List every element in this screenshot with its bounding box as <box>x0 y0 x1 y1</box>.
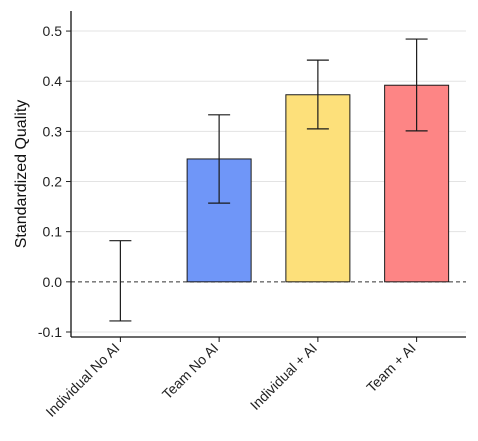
x-tick-label: Team + AI <box>363 340 419 396</box>
error-bars <box>109 38 428 322</box>
y-tick-label: 0.3 <box>43 123 63 139</box>
x-tick-label: Team No AI <box>159 340 221 402</box>
y-tick-labels: -0.1 0.0 0.1 0.2 0.3 0.4 0.5 <box>38 23 71 340</box>
y-axis-title: Standardized Quality <box>13 100 30 249</box>
y-tick-label: 0.1 <box>43 224 63 240</box>
x-tick-label: Individual No AI <box>42 340 122 420</box>
y-tick-label: 0.4 <box>43 73 63 89</box>
x-tick-label: Individual + AI <box>247 340 320 413</box>
y-tick-label: 0.2 <box>43 174 63 190</box>
axes <box>70 11 466 338</box>
y-tick-label: 0.0 <box>43 274 63 290</box>
x-tick-labels: Individual No AI Team No AI Individual + A… <box>42 337 419 420</box>
y-tick-label: 0.5 <box>43 23 63 39</box>
y-tick-label: -0.1 <box>38 324 62 340</box>
gridlines <box>71 30 466 333</box>
